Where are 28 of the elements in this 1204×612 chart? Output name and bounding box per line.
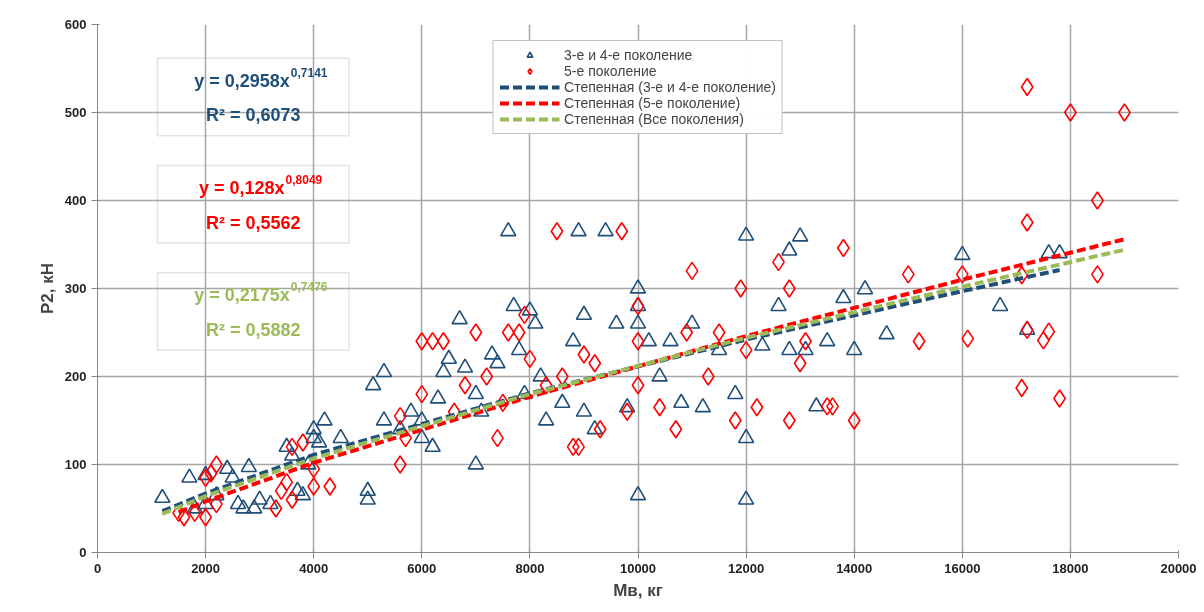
x-axis-title: Мв, кг (613, 580, 663, 600)
y-tick-label: 600 (64, 17, 87, 32)
x-tick-label: 12000 (728, 560, 765, 576)
annotation: R² = 0,5882 (205, 319, 301, 340)
legend-label: 3-е и 4-е поколение (564, 47, 693, 63)
legend-label: Степенная (3-е и 4-е поколение) (564, 79, 776, 95)
x-tick-label: 2000 (191, 560, 221, 576)
x-tick-label: 20000 (1160, 560, 1197, 576)
x-tick-label: 14000 (836, 560, 873, 576)
legend-label: Степенная (Все поколения) (564, 111, 744, 127)
y-tick-label: 0 (79, 545, 87, 560)
x-tick-label: 10000 (619, 560, 657, 576)
y-tick-label: 400 (64, 193, 87, 208)
y-tick-label: 500 (64, 105, 87, 120)
x-tick-label: 8000 (515, 560, 545, 576)
legend-label: Степенная (5-е поколение) (564, 95, 741, 111)
y-tick-label: 300 (64, 281, 87, 296)
annotation: R² = 0,6073 (205, 105, 301, 126)
y-tick-label: 100 (64, 457, 87, 472)
x-tick-label: 16000 (944, 560, 981, 576)
x-tick-label: 18000 (1052, 560, 1089, 576)
x-tick-label: 4000 (299, 560, 329, 576)
y-tick-label: 200 (64, 369, 87, 384)
x-tick-label: 0 (93, 560, 102, 576)
legend-label: 5-е поколение (564, 63, 657, 79)
annotation: R² = 0,5562 (205, 212, 301, 233)
y-axis-title: P2, кН (37, 262, 57, 315)
x-tick-label: 6000 (407, 560, 437, 576)
